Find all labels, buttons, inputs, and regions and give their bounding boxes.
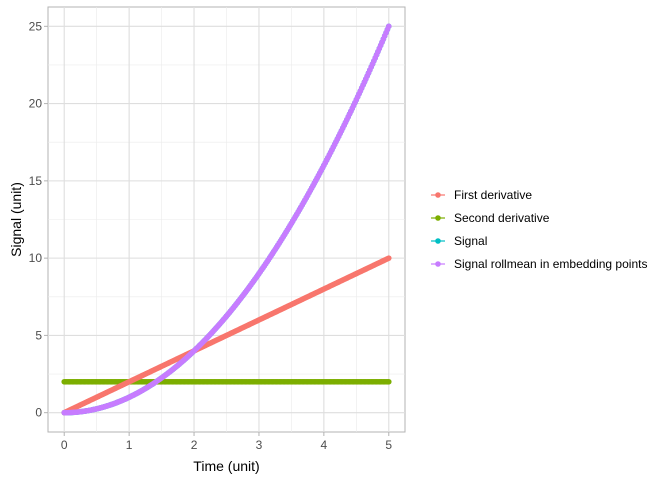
y-tick-label: 10 xyxy=(29,251,43,265)
grid-minor xyxy=(48,7,405,432)
x-axis-title: Time (unit) xyxy=(193,458,259,474)
y-tick-label: 15 xyxy=(29,174,43,188)
x-axis-ticks: 0 1 2 3 4 5 xyxy=(61,432,392,452)
legend-item: Signal xyxy=(431,234,487,248)
y-tick-label: 20 xyxy=(29,97,43,111)
series-second-derivative xyxy=(61,378,392,385)
x-tick-label: 0 xyxy=(61,438,68,452)
y-axis-title: Signal (unit) xyxy=(8,182,24,257)
legend-item: Signal rollmean in embedding points xyxy=(431,257,647,271)
y-tick-label: 5 xyxy=(35,328,42,342)
y-tick-label: 0 xyxy=(35,406,42,420)
legend-key-point xyxy=(435,238,441,244)
series-layer xyxy=(61,23,392,416)
legend-label: Signal xyxy=(454,234,487,248)
legend-key-point xyxy=(435,215,441,221)
y-tick-label: 25 xyxy=(29,19,43,33)
y-axis-ticks: 0 5 10 15 20 25 xyxy=(29,19,48,420)
series-signal-rollmean-in-embedding-points xyxy=(61,23,392,416)
legend-item: Second derivative xyxy=(431,211,550,225)
series-first-derivative xyxy=(61,255,392,416)
legend-label: Second derivative xyxy=(454,211,550,225)
x-tick-label: 4 xyxy=(321,438,328,452)
x-tick-label: 3 xyxy=(256,438,263,452)
x-tick-label: 1 xyxy=(126,438,133,452)
legend: First derivative Second derivative Signal S… xyxy=(431,188,647,271)
legend-label: Signal rollmean in embedding points xyxy=(454,257,647,271)
data-point xyxy=(385,378,392,385)
data-point xyxy=(385,255,392,261)
legend-item: First derivative xyxy=(431,188,532,202)
legend-key-point xyxy=(435,192,441,198)
data-point xyxy=(385,23,392,30)
x-tick-label: 5 xyxy=(385,438,392,452)
x-tick-label: 2 xyxy=(191,438,198,452)
legend-key-point xyxy=(435,261,441,267)
legend-label: First derivative xyxy=(454,188,532,202)
